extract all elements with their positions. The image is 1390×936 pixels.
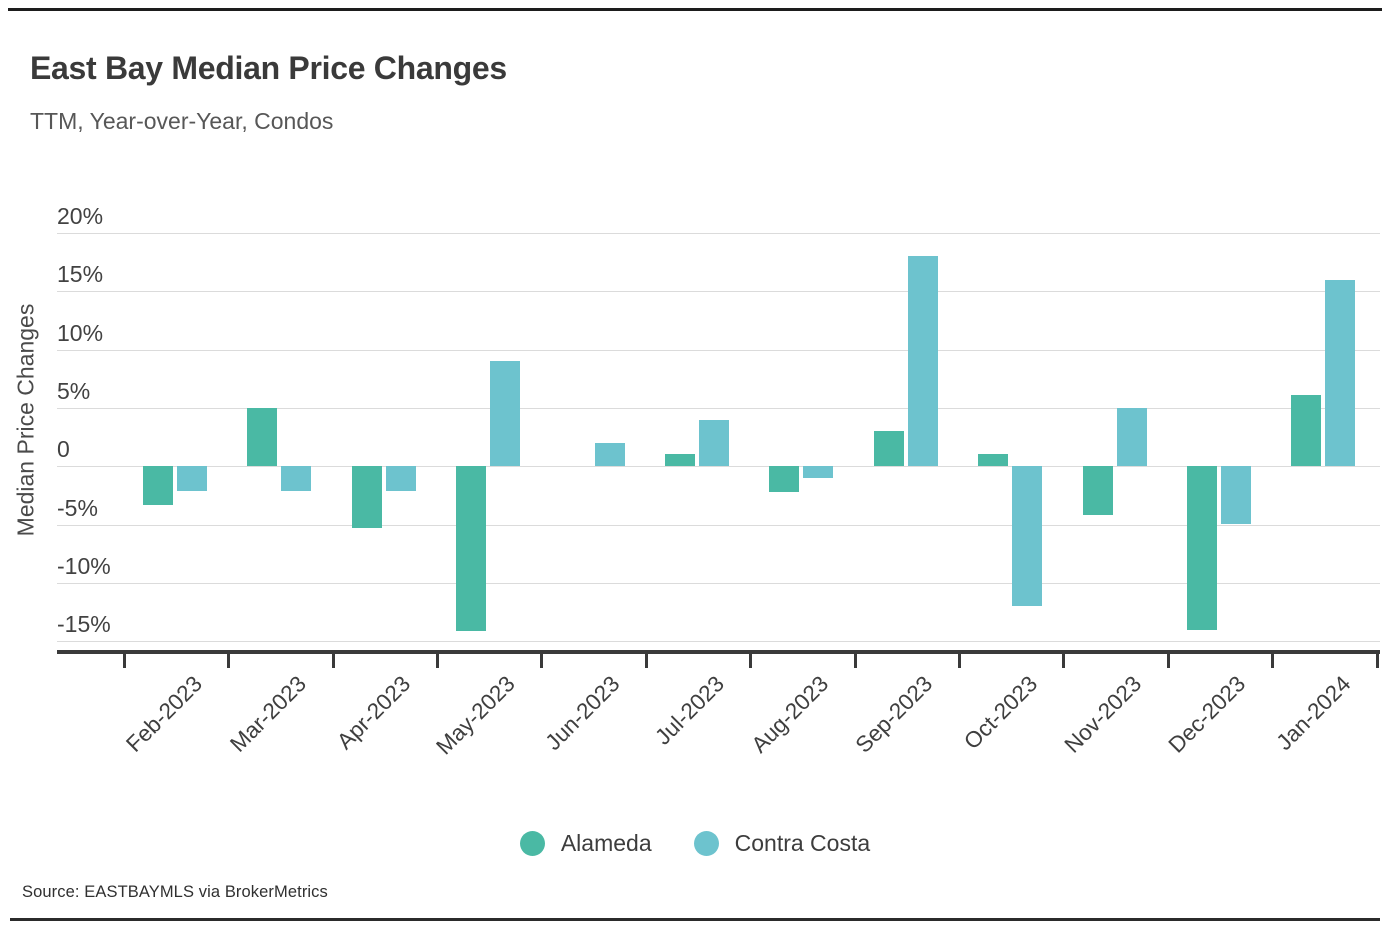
legend-item-contra-costa: Contra Costa: [693, 830, 871, 857]
gridline-0: [57, 466, 1380, 468]
bar-contra-costa-aug-2023: [803, 466, 834, 479]
x-tick-label-jan-2024: Jan-2024: [1271, 671, 1356, 756]
bar-alameda-nov-2023: [1082, 466, 1113, 516]
gridline-20-: [57, 233, 1380, 234]
x-tick-label-oct-2023: Oct-2023: [958, 671, 1042, 755]
bar-alameda-mar-2023: [247, 408, 278, 467]
bar-alameda-dec-2023: [1187, 466, 1217, 630]
x-tick: [958, 654, 961, 668]
x-tick-label-sep-2023: Sep-2023: [850, 671, 938, 758]
bar-alameda-jul-2023: [665, 453, 695, 467]
y-axis-title: Median Price Changes: [12, 303, 39, 537]
bar-contra-costa-apr-2023: [385, 466, 416, 491]
x-tick-label-jul-2023: Jul-2023: [649, 671, 729, 750]
gridline--5-: [57, 524, 1380, 526]
chart-subtitle: TTM, Year-over-Year, Condos: [30, 108, 334, 134]
chart-title: East Bay Median Price Changes: [30, 50, 507, 86]
x-tick: [644, 654, 648, 668]
y-tick-label-20-: 20%: [57, 203, 104, 229]
legend-item-alameda: Alameda: [519, 830, 652, 857]
x-tick: [540, 654, 544, 668]
bar-contra-costa-jun-2023: [594, 443, 625, 467]
legend-swatch-contra-costa: [693, 831, 719, 856]
y-tick-label-10-: 10%: [57, 319, 104, 346]
bar-alameda-aug-2023: [769, 466, 800, 493]
gridline--10-: [57, 583, 1380, 585]
bar-contra-costa-oct-2023: [1012, 466, 1043, 607]
bar-alameda-feb-2023: [143, 466, 173, 505]
legend-label-contra-costa: Contra Costa: [734, 830, 871, 856]
y-tick-label--5-: -5%: [57, 494, 98, 521]
x-tick: [1166, 654, 1170, 668]
bar-contra-costa-feb-2023: [177, 466, 207, 491]
x-tick-label-may-2023: May-2023: [431, 671, 520, 760]
y-tick-label--15-: -15%: [57, 611, 111, 638]
x-tick: [1375, 654, 1379, 668]
x-tick-label-apr-2023: Apr-2023: [332, 671, 416, 755]
top-divider: [8, 8, 1382, 11]
legend-swatch-alameda: [519, 831, 545, 856]
x-tick: [853, 654, 857, 668]
gridline--15-: [57, 641, 1380, 643]
bar-alameda-sep-2023: [873, 431, 904, 467]
x-tick: [1271, 654, 1275, 668]
bar-contra-costa-sep-2023: [907, 256, 938, 467]
y-tick-label--10-: -10%: [57, 553, 111, 580]
bar-alameda-may-2023: [456, 466, 487, 631]
x-tick: [749, 654, 753, 668]
y-tick-label-15-: 15%: [57, 261, 104, 288]
x-tick-label-mar-2023: Mar-2023: [225, 671, 312, 757]
gridline-15-: [57, 291, 1380, 293]
bottom-divider: [10, 918, 1380, 921]
x-tick: [331, 654, 335, 668]
source-note: Source: EASTBAYMLS via BrokerMetrics: [22, 883, 328, 901]
x-tick-label-nov-2023: Nov-2023: [1059, 671, 1147, 758]
x-tick: [227, 654, 231, 668]
bar-contra-costa-dec-2023: [1221, 466, 1251, 524]
x-tick: [436, 654, 439, 668]
x-tick-label-aug-2023: Aug-2023: [746, 671, 834, 758]
x-axis-line: [57, 650, 1380, 654]
x-tick-label-jun-2023: Jun-2023: [540, 671, 625, 756]
bar-alameda-jan-2024: [1291, 395, 1322, 467]
bar-contra-costa-jul-2023: [699, 419, 729, 467]
bar-contra-costa-jan-2024: [1325, 279, 1356, 467]
gridline-10-: [57, 349, 1380, 351]
bar-contra-costa-mar-2023: [281, 466, 312, 491]
y-tick-label-5-: 5%: [57, 378, 91, 405]
x-tick: [122, 654, 126, 668]
legend: Alameda Contra Costa: [0, 830, 1390, 857]
x-tick-label-dec-2023: Dec-2023: [1164, 671, 1251, 758]
x-tick-label-feb-2023: Feb-2023: [120, 671, 207, 757]
x-tick: [1062, 654, 1066, 668]
legend-label-alameda: Alameda: [560, 830, 652, 856]
bar-contra-costa-may-2023: [490, 361, 521, 467]
bar-alameda-apr-2023: [351, 466, 382, 529]
bar-alameda-oct-2023: [978, 453, 1009, 467]
y-tick-label-0: 0: [57, 436, 70, 463]
bar-contra-costa-nov-2023: [1116, 408, 1147, 467]
gridline-5-: [57, 408, 1380, 410]
